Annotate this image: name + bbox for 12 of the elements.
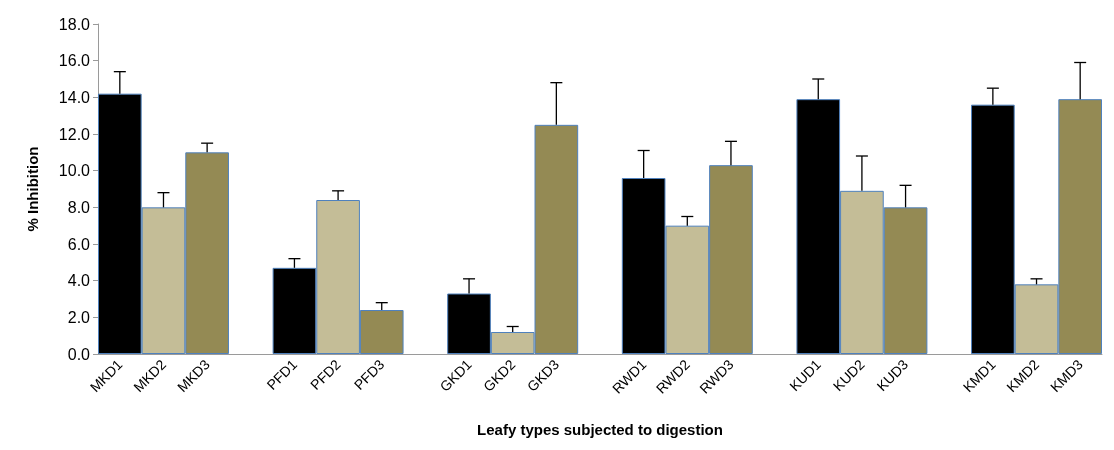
- y-tick-label: 18.0: [58, 15, 91, 33]
- y-tick-label: 12.0: [58, 125, 91, 143]
- y-tick-label: 4.0: [67, 272, 91, 290]
- y-tick-label: 2.0: [67, 308, 91, 326]
- x-axis-title: Leafy types subjected to digestion: [477, 421, 723, 438]
- y-tick-label: 6.0: [67, 235, 91, 253]
- y-axis-title: % Inhibition: [24, 146, 41, 232]
- y-tick-label: 14.0: [58, 88, 91, 106]
- y-tick-label: 8.0: [67, 198, 91, 216]
- y-tick-label: 0.0: [67, 345, 91, 363]
- y-tick-label: 10.0: [58, 162, 91, 180]
- y-tick-label: 16.0: [58, 52, 91, 70]
